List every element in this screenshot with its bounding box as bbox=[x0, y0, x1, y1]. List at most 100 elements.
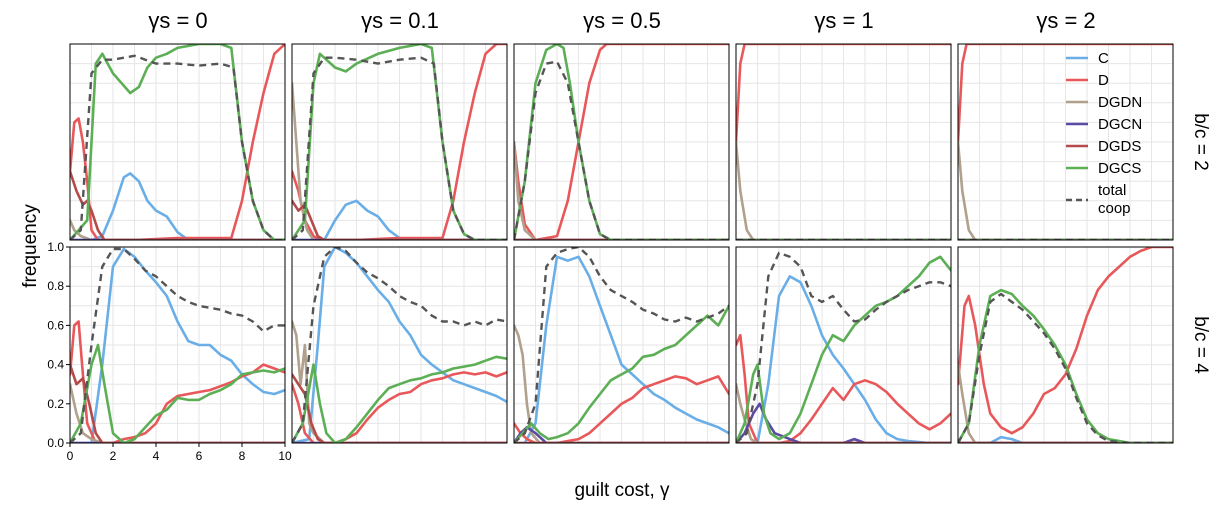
legend-item-c: C bbox=[1066, 50, 1109, 67]
legend-item-dgcn: DGCN bbox=[1066, 116, 1142, 133]
series-line-total-coop bbox=[514, 247, 729, 443]
panel-frame bbox=[513, 43, 730, 241]
x-tick-label: 4 bbox=[153, 449, 160, 463]
y-tick-label: 0.6 bbox=[47, 318, 64, 332]
series-line-total-coop bbox=[292, 56, 507, 240]
y-tick-label: 0.0 bbox=[47, 436, 64, 450]
x-axis-label: guilt cost, γ bbox=[574, 480, 670, 501]
panel-frame bbox=[957, 43, 1174, 241]
panel-frame bbox=[291, 43, 508, 241]
legend-label: coop bbox=[1098, 200, 1131, 217]
y-tick-label: 0.2 bbox=[47, 397, 64, 411]
series-line-dgcs bbox=[514, 304, 729, 443]
series-line-total-coop bbox=[70, 54, 285, 240]
panel-frame bbox=[291, 246, 508, 444]
panel-frame bbox=[735, 246, 952, 444]
x-tick-label: 8 bbox=[239, 449, 246, 463]
panel bbox=[735, 43, 952, 241]
series-line-d bbox=[292, 371, 507, 443]
series-line-d bbox=[514, 375, 729, 443]
series-line-dgcn bbox=[514, 426, 729, 443]
series-line-d bbox=[958, 247, 1173, 435]
x-tick-label: 2 bbox=[110, 449, 117, 463]
series-line-c bbox=[292, 247, 507, 443]
panel-frame bbox=[69, 43, 286, 241]
series-line-dgds bbox=[70, 363, 285, 443]
legend-label: total bbox=[1098, 182, 1126, 199]
series-line-dgcs bbox=[70, 343, 285, 443]
y-axis-label: frequency bbox=[20, 204, 41, 288]
panels: 0.0 0.2 0.4 0.6 0.8 1.0 0 2 4 6 8 10 bbox=[47, 43, 1174, 463]
series-line-dgds bbox=[292, 199, 507, 240]
y-tick-label: 0.4 bbox=[47, 358, 64, 372]
panel-frame bbox=[957, 246, 1174, 444]
legend-item-dgcs: DGCS bbox=[1066, 160, 1141, 177]
series-line-d bbox=[736, 333, 951, 443]
panel bbox=[513, 43, 730, 241]
column-title: γs = 0.5 bbox=[583, 8, 661, 33]
series-line-dgcs bbox=[292, 44, 507, 240]
legend-label: DGCS bbox=[1098, 160, 1141, 177]
panel-frame bbox=[69, 246, 286, 444]
series-line-c bbox=[514, 255, 729, 443]
series-line-total-coop bbox=[514, 60, 729, 240]
y-tick-label: 0.8 bbox=[47, 279, 64, 293]
legend-item-d: D bbox=[1066, 72, 1109, 89]
legend-label: DGDS bbox=[1098, 138, 1141, 155]
series-line-c bbox=[736, 275, 951, 443]
panel-frame bbox=[513, 246, 730, 444]
series-line-d bbox=[292, 44, 507, 240]
series-line-dgdn bbox=[958, 140, 1173, 240]
x-tick-label: 10 bbox=[278, 449, 292, 463]
series-line-dgcs bbox=[958, 288, 1173, 443]
panel bbox=[291, 43, 508, 241]
column-title: γs = 0 bbox=[148, 8, 207, 33]
panel: 0.0 0.2 0.4 0.6 0.8 1.0 0 2 4 6 8 10 bbox=[47, 240, 292, 463]
series-line-dgcs bbox=[514, 44, 729, 240]
x-tick-label: 6 bbox=[196, 449, 203, 463]
panel bbox=[291, 246, 508, 444]
series-line-total-coop bbox=[292, 247, 507, 443]
legend-label: DGDN bbox=[1098, 94, 1142, 111]
x-tick-label: 0 bbox=[67, 449, 74, 463]
series-line-c bbox=[958, 435, 1173, 443]
series-line-dgdn bbox=[736, 140, 951, 240]
panel bbox=[957, 43, 1174, 241]
series-line-total-coop bbox=[958, 292, 1173, 443]
panel-frame bbox=[735, 43, 952, 241]
series-line-dgcs bbox=[292, 355, 507, 443]
series-line-dgdn bbox=[514, 324, 729, 443]
series-line-d bbox=[958, 44, 1173, 144]
column-title: γs = 2 bbox=[1036, 8, 1095, 33]
panel bbox=[957, 246, 1174, 444]
column-titles: γs = 0 γs = 0.1 γs = 0.5 γs = 1 γs = 2 bbox=[148, 8, 1095, 33]
panel bbox=[69, 43, 286, 241]
legend-label: DGCN bbox=[1098, 116, 1142, 133]
series-line-c bbox=[70, 247, 285, 443]
series-line-total-coop bbox=[736, 251, 951, 443]
legend-item-dgds: DGDS bbox=[1066, 138, 1141, 155]
row-title: b/c = 4 bbox=[1190, 316, 1211, 374]
series-line-dgdn bbox=[70, 382, 285, 443]
legend-label: D bbox=[1098, 72, 1109, 89]
series-line-dgdn bbox=[70, 219, 285, 240]
series-line-dgds bbox=[70, 170, 285, 240]
series-line-d bbox=[514, 44, 729, 240]
series-line-dgds bbox=[292, 373, 507, 443]
series-line-d bbox=[736, 44, 951, 144]
series-line-dgdn bbox=[958, 363, 1173, 443]
series-line-total-coop bbox=[70, 247, 285, 443]
legend-label: C bbox=[1098, 50, 1109, 67]
column-title: γs = 1 bbox=[814, 8, 873, 33]
panel bbox=[735, 246, 952, 444]
row-title: b/c = 2 bbox=[1190, 113, 1211, 171]
y-tick-label: 1.0 bbox=[47, 240, 64, 254]
panel bbox=[513, 246, 730, 444]
series-line-dgcs bbox=[736, 255, 951, 443]
series-line-dgdn bbox=[514, 140, 729, 240]
legend-item-dgdn: DGDN bbox=[1066, 94, 1142, 111]
column-title: γs = 0.1 bbox=[361, 8, 439, 33]
